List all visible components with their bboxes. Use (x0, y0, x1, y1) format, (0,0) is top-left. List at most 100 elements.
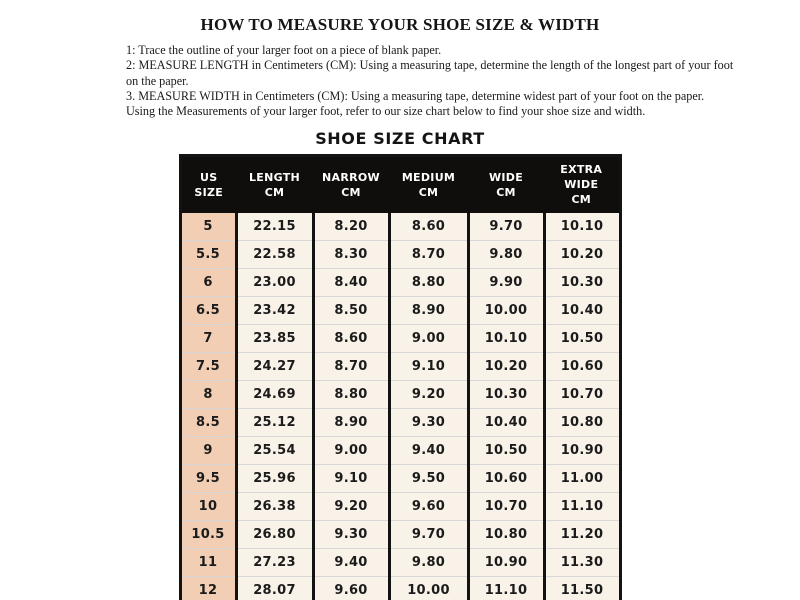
measurement-cell: 9.50 (387, 463, 468, 493)
size-table-body: 5 22.15 8.20 8.60 9.70 10.10 5.5 22.58 8.30 8.70 9… (180, 212, 620, 600)
us-size-cell: 5 (180, 212, 236, 241)
measurement-cell: 25.12 (234, 407, 313, 437)
measurement-cell: 10.70 (542, 379, 620, 409)
measurement-cell: 9.90 (466, 267, 544, 297)
measurement-cell: 10.20 (542, 239, 620, 269)
table-row: 9 25.54 9.00 9.40 10.50 10.90 (180, 435, 620, 465)
measurement-cell: 10.90 (466, 547, 544, 577)
measurement-cell: 26.80 (234, 519, 313, 549)
measurement-cell: 9.30 (311, 519, 389, 549)
measurement-cell: 10.40 (542, 295, 620, 325)
measurement-cell: 11.00 (542, 463, 620, 493)
measurement-cell: 11.20 (542, 519, 620, 549)
instruction-step-3: 3. MEASURE WIDTH in Centimeters (CM): Us… (126, 88, 705, 103)
measurement-cell: 26.38 (234, 491, 313, 521)
table-row: 10.5 26.80 9.30 9.70 10.80 11.20 (180, 519, 620, 549)
table-row: 9.5 25.96 9.10 9.50 10.60 11.00 (180, 463, 620, 493)
measurement-cell: 28.07 (234, 575, 313, 600)
size-table-head: US SIZE LENGTH CM NARROW CM MEDIUM CM WIDE C… (180, 155, 620, 213)
measurement-cell: 10.80 (542, 407, 620, 437)
table-row: 12 28.07 9.60 10.00 11.10 11.50 (180, 575, 620, 600)
instructions-block: 1: Trace the outline of your larger foot… (126, 43, 760, 119)
measurement-cell: 22.15 (234, 212, 313, 241)
header-cell: EXTRA WIDE CM (544, 155, 620, 213)
us-size-cell: 11 (180, 547, 236, 577)
measurement-cell: 25.96 (234, 463, 313, 493)
table-row: 7 23.85 8.60 9.00 10.10 10.50 (180, 323, 620, 353)
us-size-cell: 10.5 (180, 519, 236, 549)
measurement-cell: 8.70 (311, 351, 389, 381)
us-size-cell: 5.5 (180, 239, 236, 269)
table-row: 6 23.00 8.40 8.80 9.90 10.30 (180, 267, 620, 297)
measurement-cell: 8.60 (311, 323, 389, 353)
measurement-cell: 11.10 (466, 575, 544, 600)
measurement-cell: 10.90 (542, 435, 620, 465)
measurement-cell: 27.23 (234, 547, 313, 577)
table-row: 11 27.23 9.40 9.80 10.90 11.30 (180, 547, 620, 577)
measurement-cell: 24.27 (234, 351, 313, 381)
header-cell: WIDE CM (468, 155, 544, 213)
measurement-cell: 9.70 (466, 212, 544, 241)
measurement-cell: 10.10 (542, 212, 620, 241)
us-size-cell: 8.5 (180, 407, 236, 437)
chart-title: SHOE SIZE CHART (315, 129, 485, 149)
measurement-cell: 10.50 (466, 435, 544, 465)
shoe-size-table: US SIZE LENGTH CM NARROW CM MEDIUM CM WIDE C… (178, 154, 622, 600)
measurement-cell: 8.40 (311, 267, 389, 297)
table-row: 8 24.69 8.80 9.20 10.30 10.70 (180, 379, 620, 409)
measurement-cell: 10.00 (466, 295, 544, 325)
measurement-cell: 9.60 (311, 575, 389, 600)
us-size-cell: 9.5 (180, 463, 236, 493)
measurement-cell: 8.60 (387, 212, 468, 241)
measurement-cell: 9.80 (466, 239, 544, 269)
us-size-cell: 6.5 (180, 295, 236, 325)
measurement-cell: 8.30 (311, 239, 389, 269)
measurement-cell: 23.00 (234, 267, 313, 297)
measurement-cell: 9.40 (311, 547, 389, 577)
us-size-cell: 7 (180, 323, 236, 353)
us-size-cell: 6 (180, 267, 236, 297)
header-cell: NARROW CM (313, 155, 389, 213)
measurement-cell: 10.20 (466, 351, 544, 381)
table-row: 10 26.38 9.20 9.60 10.70 11.10 (180, 491, 620, 521)
page-title: HOW TO MEASURE YOUR SHOE SIZE & WIDTH (200, 15, 600, 34)
measurement-cell: 9.30 (387, 407, 468, 437)
instruction-summary: Using the Measurements of your larger fo… (126, 104, 646, 118)
measurement-cell: 11.50 (542, 575, 620, 600)
measurement-cell: 10.50 (542, 323, 620, 353)
us-size-cell: 7.5 (180, 351, 236, 381)
table-row: 7.5 24.27 8.70 9.10 10.20 10.60 (180, 351, 620, 381)
measurement-cell: 8.20 (311, 212, 389, 241)
measurement-cell: 8.70 (387, 239, 468, 269)
table-row: 5.5 22.58 8.30 8.70 9.80 10.20 (180, 239, 620, 269)
measurement-cell: 9.40 (387, 435, 468, 465)
measurement-cell: 10.00 (387, 575, 468, 600)
measurement-cell: 8.90 (387, 295, 468, 325)
us-size-cell: 9 (180, 435, 236, 465)
measurement-cell: 10.40 (466, 407, 544, 437)
header-cell: US SIZE (180, 155, 236, 213)
measurement-cell: 10.70 (466, 491, 544, 521)
measurement-cell: 11.10 (542, 491, 620, 521)
measurement-cell: 24.69 (234, 379, 313, 409)
us-size-cell: 12 (180, 575, 236, 600)
measurement-cell: 9.70 (387, 519, 468, 549)
instruction-step-2: 2: MEASURE LENGTH in Centimeters (CM): U… (126, 58, 734, 88)
measurement-cell: 25.54 (234, 435, 313, 465)
header-cell: MEDIUM CM (389, 155, 468, 213)
measurement-cell: 9.20 (387, 379, 468, 409)
instruction-step-1: 1: Trace the outline of your larger foot… (126, 43, 442, 57)
us-size-cell: 10 (180, 491, 236, 521)
measurement-cell: 10.30 (466, 379, 544, 409)
measurement-cell: 9.10 (311, 463, 389, 493)
header-cell: LENGTH CM (236, 155, 313, 213)
measurement-cell: 8.90 (311, 407, 389, 437)
measurement-cell: 11.30 (542, 547, 620, 577)
measurement-cell: 10.80 (466, 519, 544, 549)
measurement-cell: 10.60 (542, 351, 620, 381)
table-row: 6.5 23.42 8.50 8.90 10.00 10.40 (180, 295, 620, 325)
measurement-cell: 10.60 (466, 463, 544, 493)
table-row: 8.5 25.12 8.90 9.30 10.40 10.80 (180, 407, 620, 437)
measurement-cell: 8.80 (387, 267, 468, 297)
